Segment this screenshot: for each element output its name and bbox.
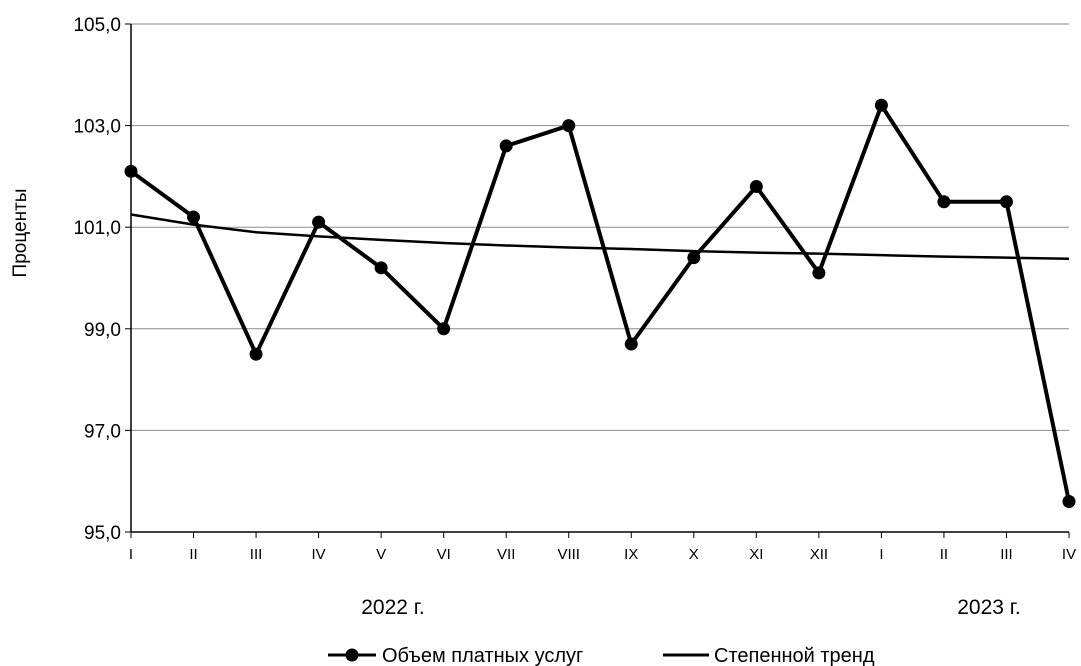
data-point-12 — [874, 98, 888, 112]
series-layer — [124, 98, 1076, 509]
data-point-10 — [749, 180, 763, 194]
x-tick-label-4: V — [376, 546, 386, 563]
data-point-9 — [687, 251, 701, 265]
y-tick-label-3: 101,0 — [73, 218, 121, 239]
category-group-labels: 2022 г. 2023 г. — [361, 596, 1020, 619]
x-tick-label-5: VI — [437, 546, 451, 563]
data-point-11 — [812, 266, 826, 280]
y-axis-ticks: 95,0 97,0 99,0 101,0 103,0 105,0 — [73, 15, 131, 544]
axes — [130, 24, 1069, 533]
x-tick-label-11: XII — [810, 546, 828, 563]
group-label-0: 2022 г. — [361, 596, 424, 619]
data-point-6 — [499, 139, 513, 153]
x-tick-label-10: XI — [749, 546, 763, 563]
legend-label-series-0: Объем платных услуг — [382, 645, 583, 666]
data-point-7 — [562, 119, 576, 133]
x-tick-label-9: X — [689, 546, 699, 563]
data-point-14 — [999, 195, 1013, 209]
x-tick-label-6: VII — [497, 546, 515, 563]
data-point-8 — [624, 337, 638, 351]
x-tick-label-8: IX — [624, 546, 638, 563]
data-point-2 — [249, 347, 263, 361]
x-tick-label-13: II — [940, 546, 948, 563]
gridlines — [131, 23, 1069, 431]
series-1 — [130, 213, 1070, 260]
x-tick-label-2: III — [250, 546, 263, 563]
data-point-4 — [374, 261, 388, 275]
y-tick-label-4: 103,0 — [73, 117, 121, 138]
x-tick-label-14: III — [1000, 546, 1013, 563]
y-axis-label: Проценты — [10, 189, 31, 278]
x-axis-ticks: I II III IV V VI VII VIII IX X XI XII I II III IV — [129, 532, 1076, 563]
x-tick-label-0: I — [129, 546, 133, 563]
y-tick-label-5: 105,0 — [73, 15, 121, 36]
legend: Объем платных услуг Степенной тренд — [328, 645, 875, 666]
x-tick-label-7: VIII — [557, 546, 580, 563]
y-tick-label-2: 99,0 — [84, 320, 121, 341]
data-point-15 — [1062, 495, 1076, 509]
x-tick-label-15: IV — [1062, 546, 1076, 563]
x-tick-label-3: IV — [312, 546, 326, 563]
group-label-1: 2023 г. — [957, 596, 1020, 619]
x-tick-label-12: I — [879, 546, 883, 563]
y-tick-label-0: 95,0 — [84, 523, 121, 544]
data-point-3 — [312, 215, 326, 229]
legend-label-series-1: Степенной тренд — [714, 645, 875, 666]
legend-marker-swatch-series-0 — [345, 648, 359, 662]
data-point-13 — [937, 195, 951, 209]
series-line-main — [129, 103, 1071, 502]
series-0 — [124, 98, 1076, 509]
x-tick-label-1: II — [189, 546, 197, 563]
data-point-0 — [124, 164, 138, 178]
y-tick-label-1: 97,0 — [84, 421, 121, 442]
data-point-1 — [187, 210, 201, 224]
data-point-5 — [437, 322, 451, 336]
series-line-trend — [130, 213, 1070, 260]
